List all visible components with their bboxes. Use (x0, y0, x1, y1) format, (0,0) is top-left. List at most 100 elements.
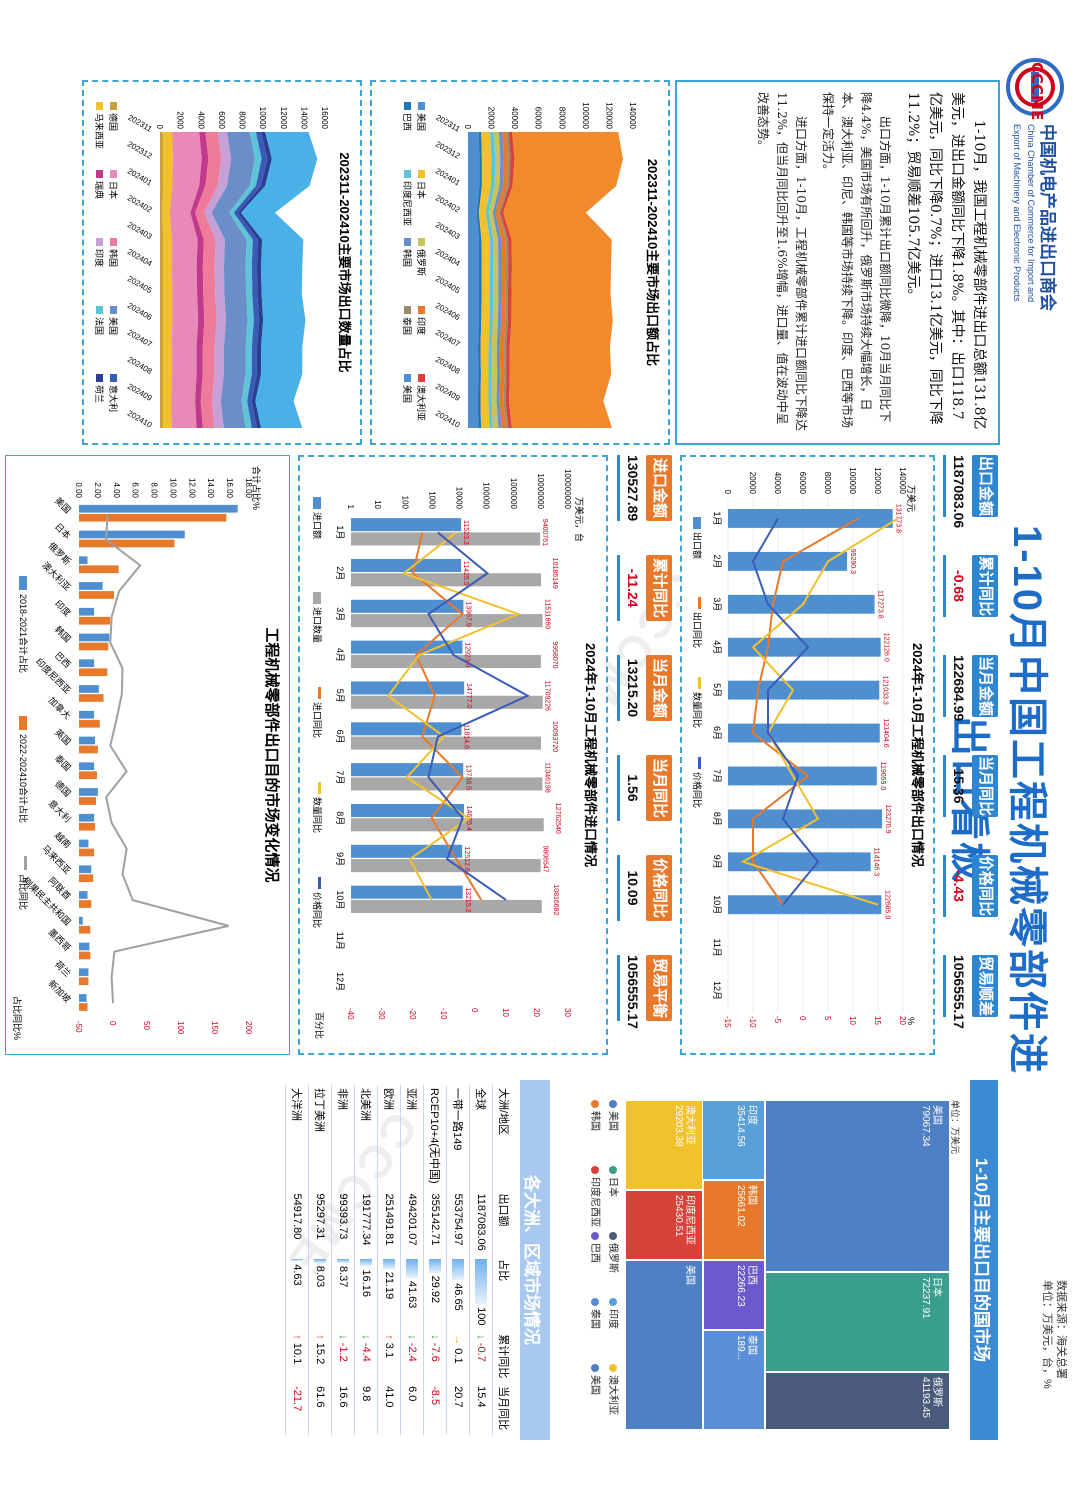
bar-export (727, 594, 875, 614)
x-tick-label: 202406 (126, 301, 154, 322)
area-series (190, 132, 209, 428)
bar-import-qty (351, 573, 542, 587)
table-cell: 29.92 (423, 1256, 447, 1332)
kpi-label: 出口金额 (972, 455, 998, 517)
y2-tick-label: -15 (723, 1016, 732, 1028)
legend-swatch (418, 306, 425, 314)
x-tick-label: 意大利 (46, 797, 73, 824)
table-header-cell: 累计同比 (492, 1331, 515, 1384)
legend-swatch (608, 1298, 617, 1306)
table-cell-text: -21.7 (291, 1386, 303, 1412)
summary-panel: 1-10月，我国工程机械零部件进出口总额131.8亿美元，进出口金额同比下降1.… (675, 80, 1000, 445)
x-tick-label: 202405 (126, 274, 154, 295)
axis-unit-right: 百分比 (314, 1012, 325, 1039)
kpi-value: 1187083.06 (943, 455, 972, 528)
table-cell-text: 1187083.06 (475, 1193, 487, 1251)
table-cell-text: 16.6 (337, 1386, 349, 1408)
export-monthly-chart: 2024年1-10月工程机械零部件出口情况 万美元% 0 20000 40000 6000… (692, 467, 925, 1028)
table-cell: ↑ 10.1 (285, 1331, 309, 1384)
unit-note: 单位：万美元，台，% (1041, 1280, 1053, 1389)
bar-share-2022 (78, 900, 92, 908)
chart-title: 2024年1-10月工程机械零部件出口情况 (910, 643, 925, 867)
region-table: 大洲/地区 出口额 占比 累计同比 当月同比 全球 1187083.06 100 ↓ -0.7 1… (285, 1085, 515, 1435)
y2-tick-label: 0 (108, 1021, 117, 1026)
bar-import-amount (351, 558, 462, 573)
treemap-cell: 美国 79067.34 (765, 1100, 950, 1272)
data-label-amount: 13738.5 (464, 765, 471, 790)
x-tick-label: 202401 (434, 166, 462, 187)
x-tick-label: 202402 (434, 193, 462, 214)
y-tick-label: 10000 (455, 487, 464, 510)
share-bar (451, 1259, 464, 1281)
y-tick-label: 120000 (873, 467, 882, 494)
legend-item: 巴西 (589, 1232, 604, 1263)
y2-tick-label: 5 (823, 1016, 832, 1021)
legend-swatch (96, 306, 103, 314)
table-cell-text: 6.0 (406, 1386, 418, 1402)
x-tick-label: 1月 (712, 511, 722, 525)
x-tick-label: 9月 (712, 855, 722, 869)
y-tick-label: 40000 (773, 472, 782, 495)
legend-swatch (590, 1232, 599, 1240)
treemap-cell-value: 72237.91 (920, 1277, 931, 1319)
import-chart-panel: 2024年1-10月工程机械零部件进口情况 万美元，台 百分比 1 10 100 1000 1… (298, 455, 608, 1055)
kpi-4: 价格同比 -4.43 (943, 855, 998, 917)
area-series (233, 132, 268, 428)
legend-label: 2018-2021合计占比 (18, 594, 29, 673)
bar-share-2018 (79, 659, 95, 668)
table-cell: 100 (469, 1256, 493, 1332)
y-tick-label: 100 (400, 496, 409, 510)
table-cell-text: 15.4 (475, 1386, 487, 1408)
axis-unit-right: % (906, 1017, 916, 1025)
legend-swatch (698, 757, 701, 769)
x-tick-label: 202311 (126, 113, 154, 134)
trend-arrow-icon: ↓ (475, 1334, 487, 1343)
org-name-cn: 中国机电产品进出口商会 (1038, 124, 1057, 311)
table-cell-text: 全球 (474, 1088, 486, 1110)
bar-share-2022 (78, 642, 109, 651)
legend-label: 美国 (416, 113, 427, 131)
table-row: 非洲 99393.73 8.37 ↓ -1.2 16.6 (331, 1085, 355, 1435)
legend-label: 进口额 (312, 512, 323, 539)
table-cell: 46.65 (446, 1256, 470, 1332)
legend-label: 意大利 (108, 385, 119, 412)
table-cell-text: RCEP10+4(无中国) (428, 1088, 440, 1184)
bar-share-2018 (79, 710, 95, 719)
kpi-4: 价格同比 10.09 (617, 855, 672, 921)
legend-label: 出口额 (692, 532, 703, 559)
kpi-value: -0.68 (943, 555, 972, 617)
legend-swatch (608, 1100, 617, 1108)
area-series (498, 132, 511, 428)
table-cell: 54917.80 (285, 1190, 309, 1257)
x-tick-label: 202404 (126, 247, 154, 268)
x-tick-label: 12月 (335, 972, 345, 991)
y-tick-label: 4000 (196, 111, 205, 129)
y2-tick-label: 0 (470, 1008, 479, 1013)
treemap-cell-name: 印度尼西亚 (684, 1195, 695, 1245)
y2-tick-label: 50 (142, 1021, 151, 1030)
x-tick-label: 8月 (335, 811, 345, 825)
y2-tick-label: -5 (773, 1016, 782, 1024)
table-cell-text: -8.5 (429, 1386, 441, 1406)
bar-share-2022 (79, 822, 96, 831)
table-cell-text: 41.63 (406, 1280, 419, 1309)
treemap-cell-name: 泰国 (746, 1335, 757, 1355)
table-cell: ↓ -4.4 (354, 1331, 378, 1384)
legend-label: 俄罗斯 (607, 1243, 618, 1273)
data-label: 123270.9 (884, 804, 891, 833)
table-cell-text: 100 (475, 1307, 488, 1326)
legend-label: 进口数量 (312, 607, 323, 643)
table-header-cell: 大洲/地区 (492, 1085, 515, 1191)
kpi-label: 当月同比 (972, 755, 998, 817)
y-tick-label: 10000 (258, 107, 267, 130)
table-cell-text: 95297.31 (314, 1193, 326, 1240)
legend-swatch (698, 597, 701, 609)
table-cell-text: 553754.97 (452, 1193, 464, 1246)
legend-swatch (404, 374, 411, 382)
bar-share-2018 (79, 891, 88, 899)
kpi-value: 10.09 (617, 855, 646, 921)
trend-arrow-icon: ↓ (337, 1334, 349, 1343)
table-cell-text: 16.16 (360, 1269, 373, 1297)
y-tick-label: 100000 (848, 467, 857, 494)
treemap-cell-value: 29203.38 (673, 1105, 684, 1147)
